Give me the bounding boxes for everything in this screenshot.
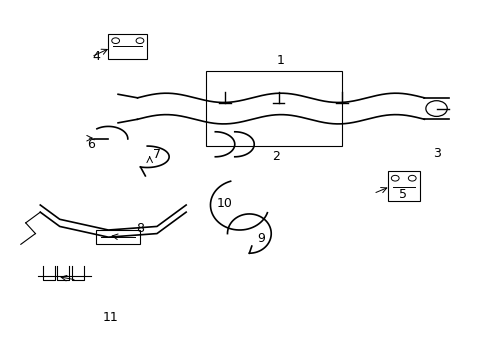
Text: 11: 11	[102, 311, 119, 324]
Text: 4: 4	[92, 50, 100, 63]
Bar	[205, 71, 341, 146]
Bar	[96, 230, 140, 244]
Text: 9: 9	[257, 233, 265, 246]
Text: 1: 1	[277, 54, 285, 67]
Text: 5: 5	[398, 188, 406, 201]
Text: 7: 7	[153, 148, 161, 162]
Text: 8: 8	[136, 222, 143, 235]
Text: 3: 3	[432, 147, 440, 160]
Bar	[108, 33, 147, 59]
Bar	[387, 171, 419, 202]
Text: 2: 2	[272, 150, 280, 163]
Text: 10: 10	[217, 197, 232, 210]
Text: 6: 6	[87, 138, 95, 151]
